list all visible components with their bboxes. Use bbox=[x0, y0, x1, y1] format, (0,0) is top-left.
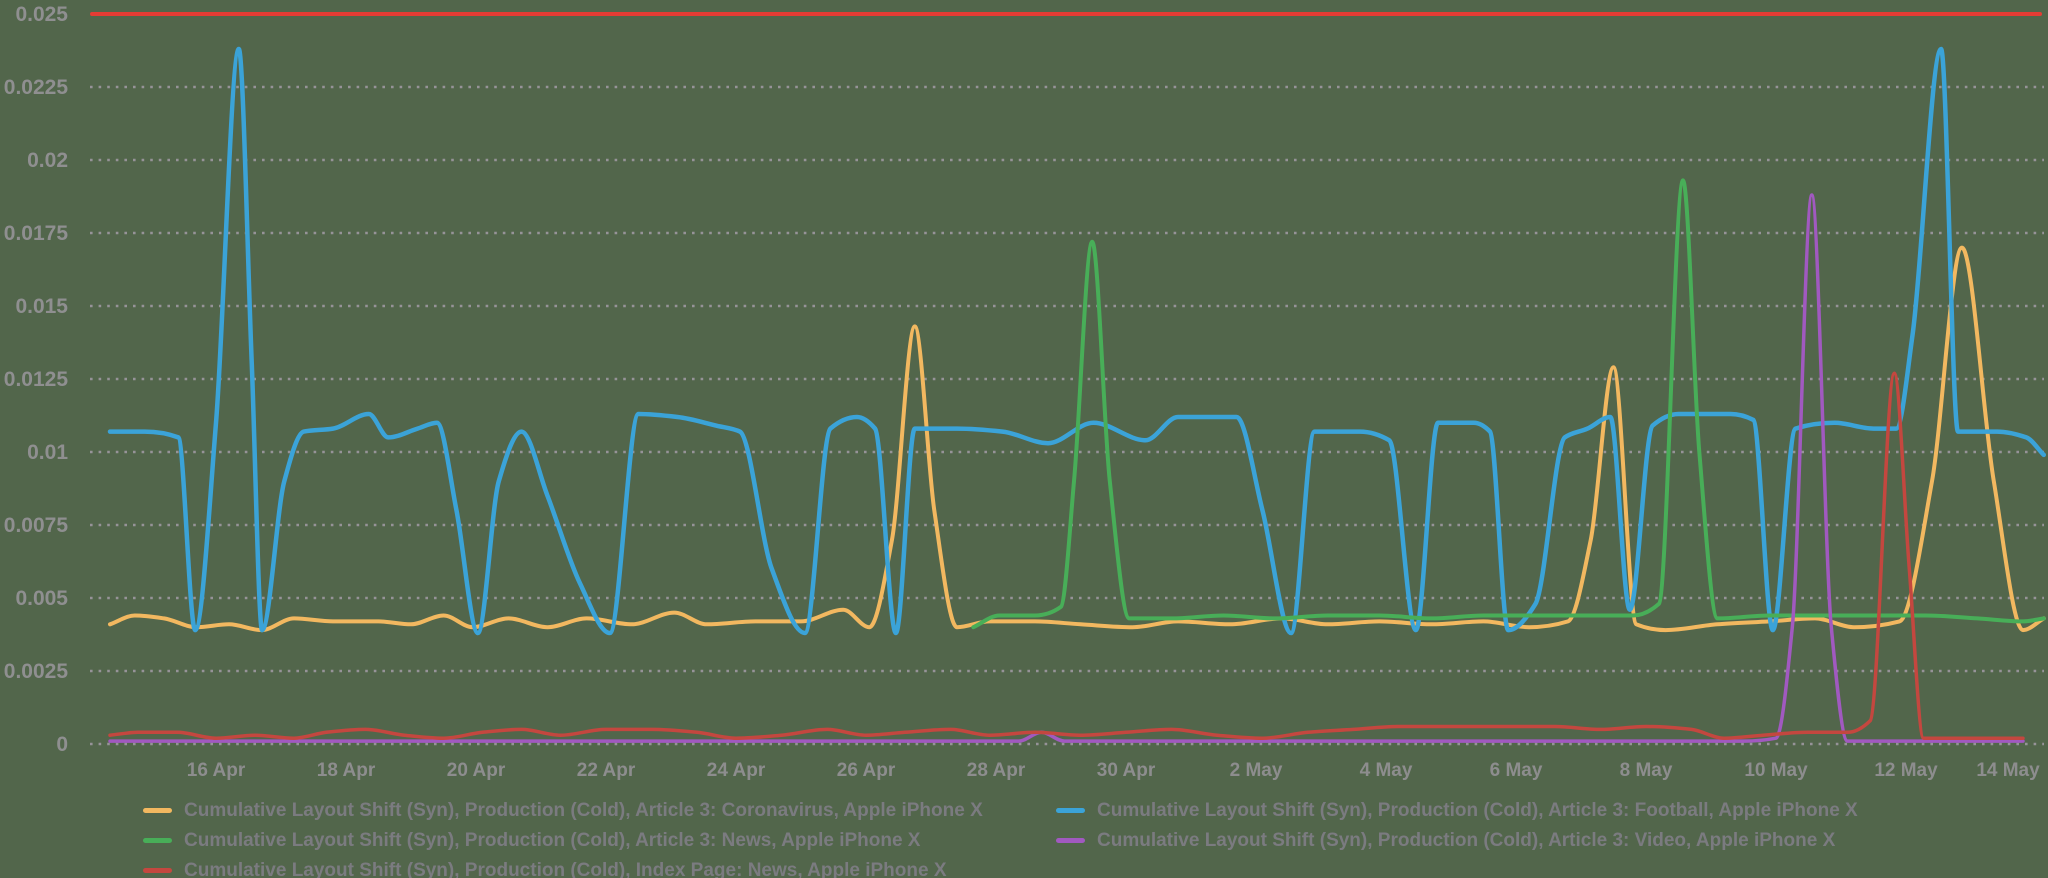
legend-label: Cumulative Layout Shift (Syn), Productio… bbox=[1097, 829, 1836, 851]
y-axis-label: 0.015 bbox=[15, 295, 68, 318]
y-axis-label: 0.0225 bbox=[4, 76, 69, 99]
x-axis-label: 8 May bbox=[1620, 760, 1673, 781]
legend-item-coronavirus[interactable]: Cumulative Layout Shift (Syn), Productio… bbox=[143, 800, 983, 821]
legend-left-column: Cumulative Layout Shift (Syn), Productio… bbox=[143, 800, 983, 878]
x-axis-label: 20 Apr bbox=[447, 760, 506, 781]
y-axis-label: 0.0175 bbox=[4, 222, 69, 245]
legend-swatch-news bbox=[143, 838, 172, 843]
y-axis-label: 0.0075 bbox=[4, 514, 69, 537]
legend-swatch-index-news bbox=[143, 868, 172, 873]
legend-item-football[interactable]: Cumulative Layout Shift (Syn), Productio… bbox=[1056, 800, 1858, 821]
series-line-index-news bbox=[108, 371, 2025, 740]
x-axis-label: 14 May bbox=[1976, 760, 2040, 781]
legend-item-video[interactable]: Cumulative Layout Shift (Syn), Productio… bbox=[1056, 830, 1858, 851]
x-axis-label: 24 Apr bbox=[707, 760, 766, 781]
x-axis-label: 2 May bbox=[1230, 760, 1283, 781]
legend-item-index-news[interactable]: Cumulative Layout Shift (Syn), Productio… bbox=[143, 860, 983, 878]
x-axis-label: 28 Apr bbox=[967, 760, 1026, 781]
legend-label: Cumulative Layout Shift (Syn), Productio… bbox=[1097, 799, 1858, 821]
y-axis-label: 0 bbox=[56, 733, 68, 756]
y-axis-label: 0.01 bbox=[27, 441, 68, 464]
x-axis-label: 4 May bbox=[1360, 760, 1413, 781]
x-axis-label: 18 Apr bbox=[317, 760, 376, 781]
series-line-video bbox=[108, 193, 2025, 743]
x-axis-label: 6 May bbox=[1490, 760, 1543, 781]
x-axis-label: 30 Apr bbox=[1097, 760, 1156, 781]
x-axis-label: 12 May bbox=[1874, 760, 1938, 781]
x-axis-label: 26 Apr bbox=[837, 760, 896, 781]
legend-label: Cumulative Layout Shift (Syn), Productio… bbox=[184, 799, 983, 821]
series-line-football bbox=[107, 46, 2047, 636]
y-axis-label: 0.005 bbox=[15, 587, 68, 610]
y-axis-label: 0.02 bbox=[27, 149, 68, 172]
x-axis-label: 16 Apr bbox=[187, 760, 246, 781]
series-line-coronavirus bbox=[108, 245, 2046, 633]
y-axis-label: 0.025 bbox=[15, 3, 68, 26]
legend-swatch-football bbox=[1056, 808, 1085, 813]
y-axis-label: 0.0125 bbox=[4, 368, 69, 391]
legend-item-news[interactable]: Cumulative Layout Shift (Syn), Productio… bbox=[143, 830, 983, 851]
legend-label: Cumulative Layout Shift (Syn), Productio… bbox=[184, 829, 921, 851]
x-axis-label: 10 May bbox=[1744, 760, 1808, 781]
y-axis-label: 0.0025 bbox=[4, 660, 69, 683]
legend-swatch-video bbox=[1056, 838, 1085, 843]
x-axis-label: 22 Apr bbox=[577, 760, 636, 781]
legend-right-column: Cumulative Layout Shift (Syn), Productio… bbox=[1056, 800, 1858, 851]
legend-label: Cumulative Layout Shift (Syn), Productio… bbox=[184, 859, 947, 878]
legend-swatch-coronavirus bbox=[143, 808, 172, 813]
